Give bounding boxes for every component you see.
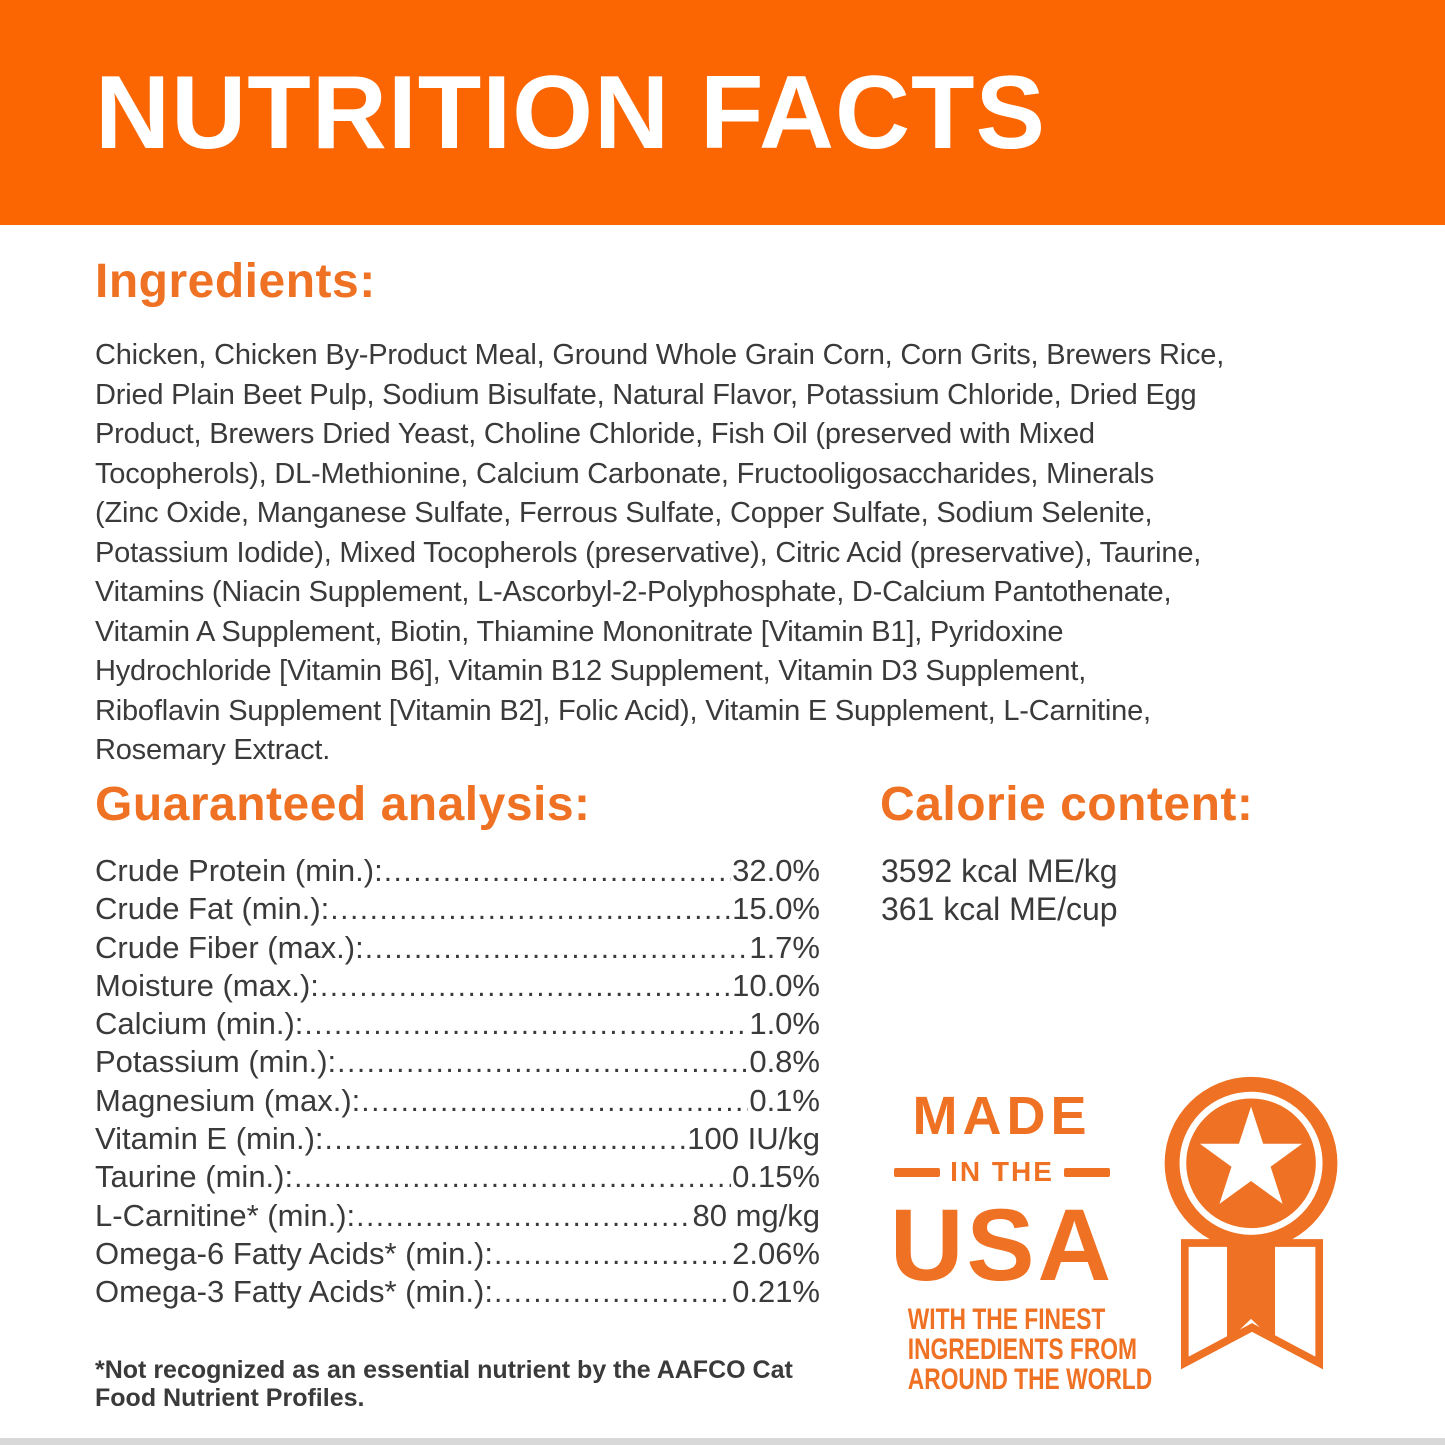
analysis-row: Omega-6 Fatty Acids* (min.):............… bbox=[95, 1235, 820, 1273]
analysis-label: Vitamin E (min.): bbox=[95, 1121, 324, 1157]
made-in-usa-badge: MADE IN THE USA WITH THE FINEST INGREDIEN… bbox=[878, 1086, 1153, 1396]
calorie-value-per-kg: 3592 kcal ME/kg bbox=[881, 853, 1118, 889]
analysis-value: 80 mg/kg bbox=[692, 1197, 820, 1233]
ingredients-line: Potassium Iodide), Mixed Tocopherols (pr… bbox=[95, 536, 1202, 569]
dotted-leader: ........................................… bbox=[324, 1123, 687, 1157]
analysis-row: Crude Fat (min.):.......................… bbox=[95, 890, 820, 928]
ingredients-line: Product, Brewers Dried Yeast, Choline Ch… bbox=[95, 418, 1095, 450]
analysis-value: 10.0% bbox=[732, 967, 820, 1003]
dotted-leader: ........................................… bbox=[330, 893, 732, 927]
analysis-label: Magnesium (max.): bbox=[95, 1082, 361, 1118]
dotted-leader: ........................................… bbox=[304, 1008, 748, 1042]
analysis-value: 0.15% bbox=[732, 1159, 820, 1195]
calorie-value-per-cup: 361 kcal ME/cup bbox=[881, 891, 1118, 927]
usa-subtitle-line: INGREDIENTS FROM bbox=[907, 1333, 1138, 1366]
analysis-label: Calcium (min.): bbox=[95, 1006, 304, 1042]
in-the-label: IN THE bbox=[950, 1156, 1054, 1187]
analysis-label: Omega-6 Fatty Acids* (min.): bbox=[95, 1235, 493, 1271]
ingredients-text: Chicken, Chicken By-Product Meal, Ground… bbox=[95, 336, 1425, 771]
analysis-label: Omega-3 Fatty Acids* (min.): bbox=[95, 1274, 493, 1310]
analysis-rows: Crude Protein (min.):...................… bbox=[95, 852, 820, 1312]
ingredients-line: Chicken, Chicken By-Product Meal, Ground… bbox=[95, 339, 1225, 371]
in-the-row: IN THE bbox=[878, 1158, 1126, 1186]
ingredients-line: Vitamin A Supplement, Biotin, Thiamine M… bbox=[95, 615, 1064, 648]
analysis-row: Taurine (min.):.........................… bbox=[95, 1158, 820, 1196]
usa-subtitle-line: WITH THE FINEST bbox=[907, 1303, 1106, 1336]
analysis-value: 100 IU/kg bbox=[687, 1121, 820, 1157]
made-label: MADE bbox=[912, 1086, 1092, 1146]
analysis-label: L-Carnitine* (min.): bbox=[95, 1197, 356, 1233]
dotted-leader: ........................................… bbox=[319, 969, 731, 1003]
analysis-row: Calcium (min.):.........................… bbox=[95, 1005, 820, 1043]
analysis-label: Crude Fiber (max.): bbox=[95, 929, 364, 965]
left-dash bbox=[894, 1167, 941, 1177]
analysis-label: Crude Protein (min.): bbox=[95, 853, 383, 888]
ingredients-line: Riboflavin Supplement [Vitamin B2], Foli… bbox=[95, 694, 1151, 727]
ingredients-line: Vitamins (Niacin Supplement, L-Ascorbyl-… bbox=[95, 576, 1172, 608]
analysis-value: 15.0% bbox=[732, 891, 820, 927]
right-dash bbox=[1063, 1167, 1110, 1177]
dotted-leader: ........................................… bbox=[356, 1199, 691, 1233]
dotted-leader: ........................................… bbox=[493, 1237, 731, 1271]
analysis-value: 2.06% bbox=[732, 1235, 820, 1271]
ingredients-line: Hydrochloride [Vitamin B6], Vitamin B12 … bbox=[95, 655, 1087, 687]
dotted-leader: ........................................… bbox=[493, 1276, 731, 1310]
guaranteed-analysis-heading: Guaranteed analysis: bbox=[95, 778, 591, 831]
analysis-label: Moisture (max.): bbox=[95, 967, 319, 1003]
calorie-content-values: 3592 kcal ME/kg 361 kcal ME/cup bbox=[881, 852, 1118, 928]
analysis-value: 0.1% bbox=[749, 1082, 820, 1118]
ingredients-line: (Zinc Oxide, Manganese Sulfate, Ferrous … bbox=[95, 497, 1153, 529]
analysis-row: Potassium (min.):.......................… bbox=[95, 1043, 820, 1081]
aafco-footnote: *Not recognized as an essential nutrient… bbox=[95, 1356, 793, 1412]
analysis-row: L-Carnitine* (min.):....................… bbox=[95, 1197, 820, 1235]
ingredients-line: Rosemary Extract. bbox=[95, 734, 331, 766]
dotted-leader: ........................................… bbox=[361, 1084, 748, 1118]
page-title: NUTRITION FACTS bbox=[95, 54, 1046, 171]
bottom-edge-strip bbox=[0, 1438, 1445, 1445]
analysis-value: 1.7% bbox=[749, 929, 820, 965]
usa-label: USA bbox=[889, 1188, 1115, 1302]
analysis-value: 0.8% bbox=[749, 1044, 820, 1080]
usa-subtitle-line: AROUND THE WORLD bbox=[907, 1363, 1153, 1396]
analysis-label: Taurine (min.): bbox=[95, 1159, 294, 1195]
analysis-row: Moisture (max.):........................… bbox=[95, 967, 820, 1005]
ingredients-heading: Ingredients: bbox=[95, 255, 376, 308]
analysis-value: 0.21% bbox=[732, 1274, 820, 1310]
ingredients-line: Tocopherols), DL-Methionine, Calcium Car… bbox=[95, 457, 1155, 490]
analysis-value: 1.0% bbox=[749, 1006, 820, 1042]
dotted-leader: ........................................… bbox=[364, 931, 749, 965]
dotted-leader: ........................................… bbox=[337, 1046, 748, 1080]
dotted-leader: ........................................… bbox=[294, 1161, 732, 1195]
usa-subtitle: WITH THE FINEST INGREDIENTS FROM AROUND TH… bbox=[878, 1303, 1153, 1396]
analysis-row: Omega-3 Fatty Acids* (min.):............… bbox=[95, 1273, 820, 1311]
award-ribbon-star-icon bbox=[1164, 1076, 1338, 1370]
nutrition-facts-banner: NUTRITION FACTS bbox=[0, 0, 1445, 225]
ingredients-line: Dried Plain Beet Pulp, Sodium Bisulfate,… bbox=[95, 378, 1197, 411]
calorie-content-heading: Calorie content: bbox=[880, 778, 1254, 831]
analysis-row: Vitamin E (min.):.......................… bbox=[95, 1120, 820, 1158]
analysis-label: Crude Fat (min.): bbox=[95, 891, 330, 927]
analysis-value: 32.0% bbox=[732, 853, 820, 888]
analysis-row: Crude Protein (min.):...................… bbox=[95, 852, 820, 890]
analysis-label: Potassium (min.): bbox=[95, 1044, 337, 1080]
analysis-row: Magnesium (max.):.......................… bbox=[95, 1082, 820, 1120]
dotted-leader: ........................................… bbox=[383, 855, 731, 888]
analysis-row: Crude Fiber (max.):.....................… bbox=[95, 929, 820, 967]
